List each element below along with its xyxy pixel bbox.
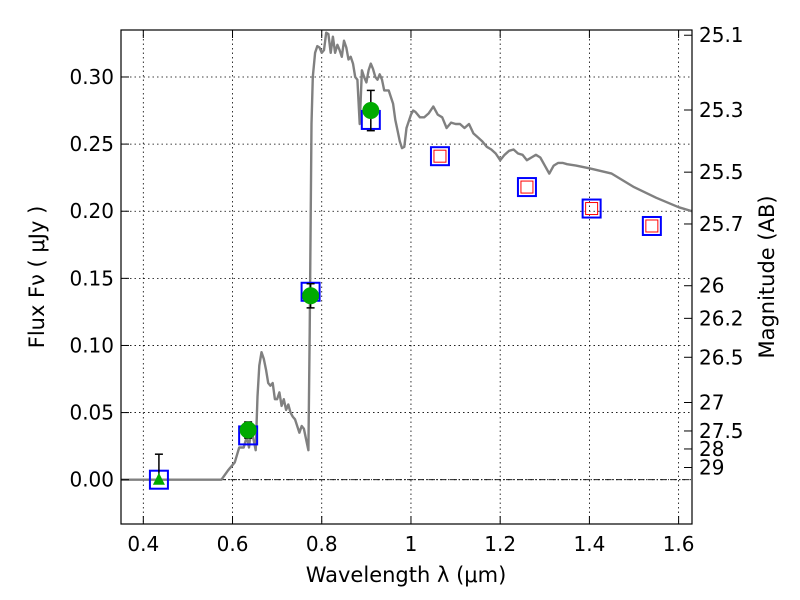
- y2-tick-label: 25.1: [699, 23, 744, 47]
- y-tick-label: 0.05: [69, 401, 114, 425]
- upper-limit-square: [433, 149, 447, 163]
- y-axis-label: Flux Fν ( μJy ): [25, 206, 49, 349]
- x-tick-label: 0.6: [217, 532, 249, 556]
- y2-tick-label: 26: [699, 274, 724, 298]
- y-tick-label: 0.15: [69, 266, 114, 290]
- model-photometry-square: [581, 198, 602, 219]
- sed-model-line: [121, 31, 692, 481]
- upper-limit-square: [520, 180, 534, 194]
- y-tick-label: 0.30: [69, 65, 114, 89]
- x-tick-label: 1.2: [484, 532, 516, 556]
- y-tick-label: 0.10: [69, 333, 114, 357]
- y-tick-label: 0.00: [69, 468, 114, 492]
- y2-tick-label: 27: [699, 391, 724, 415]
- x-tick-label: 0.4: [127, 532, 159, 556]
- y2-tick-label: 29: [699, 455, 724, 479]
- x-tick-label: 0.8: [306, 532, 338, 556]
- y2-tick-label: 25.3: [699, 98, 744, 122]
- x-tick-label: 1.4: [573, 532, 605, 556]
- x-axis-label: Wavelength λ (μm): [306, 563, 507, 587]
- upper-limit-square: [585, 202, 599, 216]
- model-photometry-square: [641, 215, 662, 236]
- y2-tick-label: 26.2: [699, 306, 744, 330]
- y2-tick-label: 27.5: [699, 419, 744, 443]
- observed-point: [239, 421, 257, 439]
- y2-tick-label: 25.7: [699, 212, 744, 236]
- ticks: 0.4 0.6 0.8 1 1.2 1.4 1.6 0.00 0.05 0.10 0.15 0.20 0…: [69, 23, 743, 556]
- y2-tick-label: 26.5: [699, 345, 744, 369]
- model-photometry-square: [429, 146, 450, 167]
- y-tick-label: 0.20: [69, 199, 114, 223]
- y-tick-label: 0.25: [69, 132, 114, 156]
- x-tick-label: 1: [405, 532, 418, 556]
- upper-limit-square: [645, 219, 659, 233]
- nondetection-triangle: [152, 472, 165, 485]
- x-tick-label: 1.6: [663, 532, 695, 556]
- observed-point: [362, 102, 380, 120]
- observed-point: [302, 287, 320, 305]
- model-photometry-square: [516, 177, 537, 198]
- plot-area: [121, 31, 692, 490]
- y2-tick-label: 28: [699, 437, 724, 461]
- y2-axis-label: Magnitude (AB): [755, 195, 779, 358]
- axes-frame: [120, 29, 693, 525]
- y2-tick-label: 25.5: [699, 160, 744, 184]
